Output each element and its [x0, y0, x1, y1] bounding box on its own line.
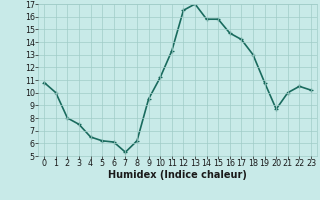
X-axis label: Humidex (Indice chaleur): Humidex (Indice chaleur)	[108, 170, 247, 180]
